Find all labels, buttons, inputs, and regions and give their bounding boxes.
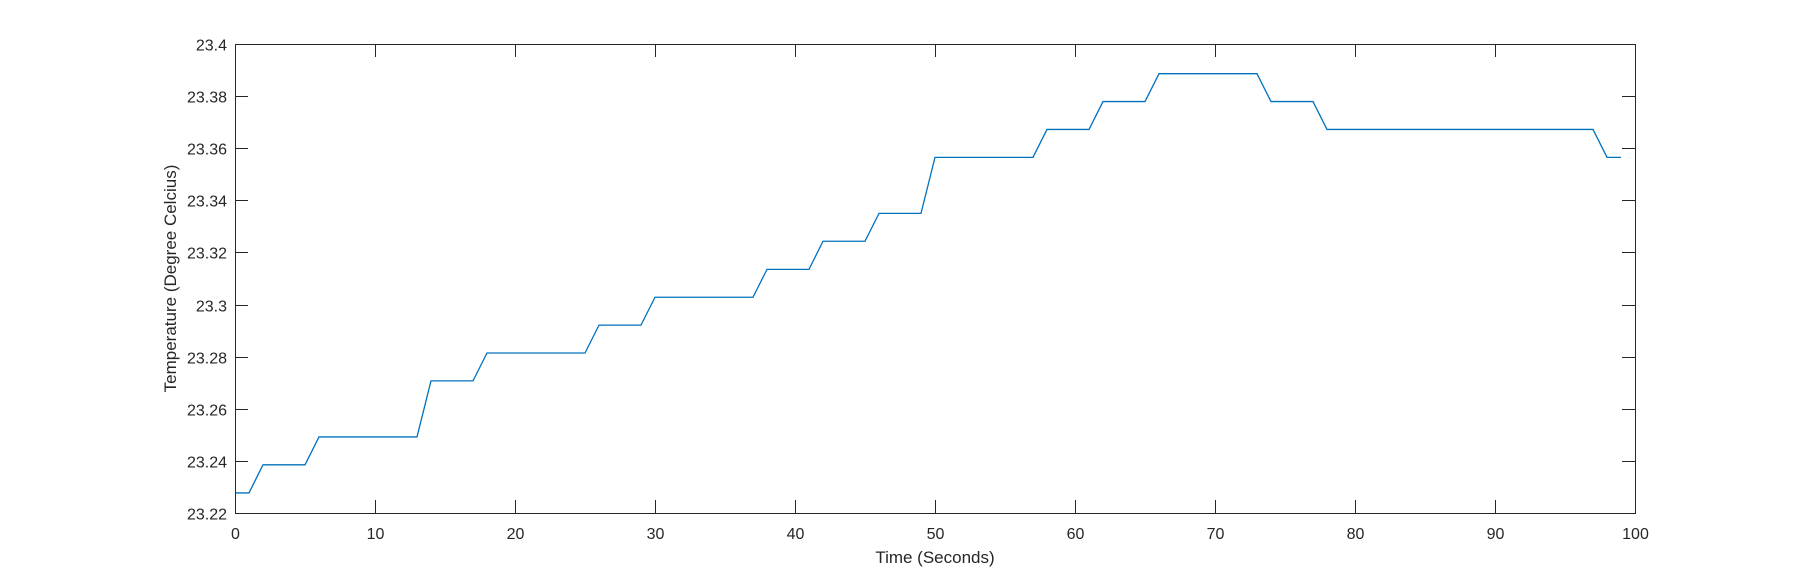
plot-area bbox=[235, 44, 1635, 513]
x-tick-label: 40 bbox=[787, 526, 805, 543]
x-tick-label: 100 bbox=[1622, 526, 1649, 543]
x-axis-title: Time (Seconds) bbox=[875, 548, 994, 567]
temperature-series-line bbox=[235, 73, 1621, 494]
x-tick-label: 30 bbox=[647, 526, 665, 543]
y-axis-title: Temperature (Degree Celcius) bbox=[161, 165, 180, 393]
x-tick-label: 80 bbox=[1347, 526, 1365, 543]
x-tick-label: 0 bbox=[231, 526, 240, 543]
plot-frame bbox=[235, 44, 1636, 514]
y-tick-label: 23.3 bbox=[196, 299, 227, 316]
x-tick-label: 60 bbox=[1067, 526, 1085, 543]
x-tick-label: 70 bbox=[1207, 526, 1225, 543]
axis-tick-labels: 0 10 20 30 40 50 60 70 80 90 100 23.22 23.24 23.26 23.… bbox=[187, 38, 1649, 544]
y-tick-label: 23.34 bbox=[187, 194, 227, 211]
y-tick-label: 23.36 bbox=[187, 142, 227, 159]
x-tick-label: 50 bbox=[927, 526, 945, 543]
y-tick-label: 23.22 bbox=[187, 507, 227, 524]
y-tick-label: 23.4 bbox=[196, 38, 227, 55]
y-tick-label: 23.38 bbox=[187, 90, 227, 107]
x-tick-label: 20 bbox=[507, 526, 525, 543]
x-tick-label: 90 bbox=[1487, 526, 1505, 543]
x-tick-label: 10 bbox=[367, 526, 385, 543]
y-tick-label: 23.28 bbox=[187, 351, 227, 368]
y-tick-label: 23.24 bbox=[187, 455, 227, 472]
y-tick-label: 23.26 bbox=[187, 403, 227, 420]
y-tick-label: 23.32 bbox=[187, 246, 227, 263]
